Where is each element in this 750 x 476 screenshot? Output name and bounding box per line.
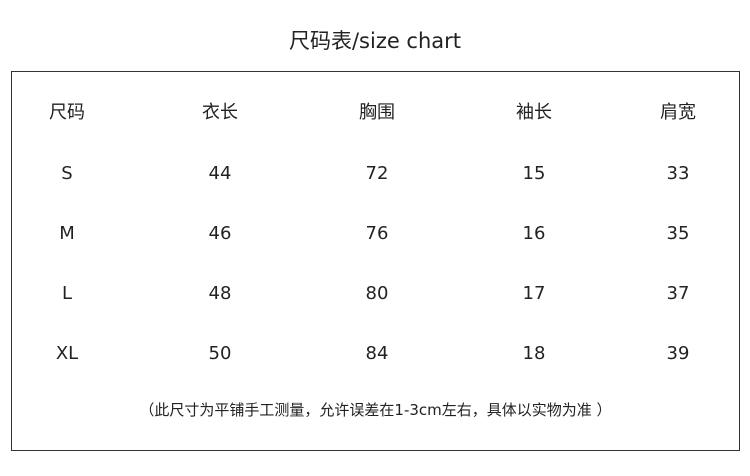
table-cell: 33: [666, 163, 690, 184]
size-table: 尺码 衣长 胸围 袖长 肩宽 S 44 72 15 33 M 46 76 16 …: [11, 71, 740, 451]
table-cell: 18: [522, 343, 546, 364]
table-row: XL 50 84 18 39: [12, 339, 739, 369]
table-cell: L: [61, 283, 73, 304]
header-cell: 袖长: [516, 102, 552, 123]
header-cell: 衣长: [202, 102, 238, 123]
table-cell: 80: [365, 283, 389, 304]
table-cell: 46: [208, 223, 232, 244]
table-cell: 44: [208, 163, 232, 184]
table-cell: 16: [522, 223, 546, 244]
table-cell: 17: [522, 283, 546, 304]
table-cell: 50: [208, 343, 232, 364]
table-row: S 44 72 15 33: [12, 159, 739, 189]
header-cell: 胸围: [359, 102, 395, 123]
table-cell: 76: [365, 223, 389, 244]
table-cell: XL: [55, 343, 79, 364]
measurement-note: （此尺寸为平铺手工测量，允许误差在1-3cm左右，具体以实物为准 ）: [139, 401, 612, 419]
header-cell: 肩宽: [660, 102, 696, 123]
table-cell: M: [59, 223, 75, 244]
table-cell: 72: [365, 163, 389, 184]
table-cell: 35: [666, 223, 690, 244]
header-cell: 尺码: [49, 102, 85, 123]
table-cell: S: [61, 163, 73, 184]
table-cell: 37: [666, 283, 690, 304]
table-row: M 46 76 16 35: [12, 219, 739, 249]
table-cell: 39: [666, 343, 690, 364]
table-cell: 48: [208, 283, 232, 304]
table-header-row: 尺码 衣长 胸围 袖长 肩宽: [12, 98, 739, 128]
table-row: L 48 80 17 37: [12, 279, 739, 309]
table-cell: 15: [522, 163, 546, 184]
page-title: 尺码表/size chart: [288, 29, 462, 53]
table-cell: 84: [365, 343, 389, 364]
